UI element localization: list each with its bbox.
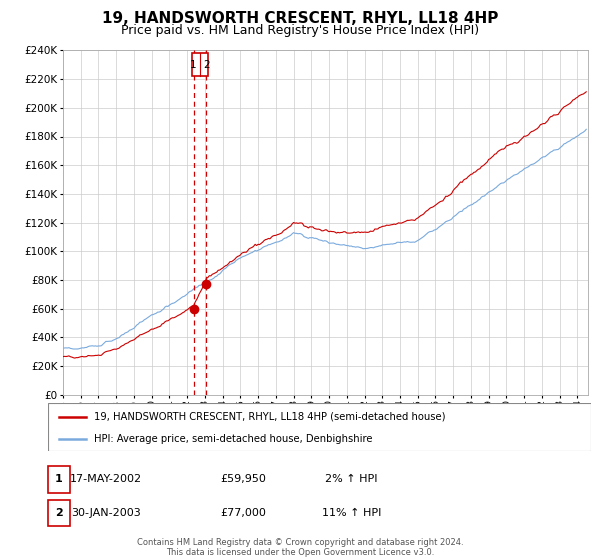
Text: Price paid vs. HM Land Registry's House Price Index (HPI): Price paid vs. HM Land Registry's House … [121, 24, 479, 36]
Text: 2: 2 [203, 60, 210, 70]
Text: 2% ↑ HPI: 2% ↑ HPI [325, 474, 378, 484]
Text: 2: 2 [55, 508, 62, 518]
Text: £77,000: £77,000 [221, 508, 266, 518]
Text: 1: 1 [55, 474, 62, 484]
Text: £59,950: £59,950 [221, 474, 266, 484]
Text: 11% ↑ HPI: 11% ↑ HPI [322, 508, 381, 518]
Text: 1: 1 [190, 60, 197, 70]
Text: This data is licensed under the Open Government Licence v3.0.: This data is licensed under the Open Gov… [166, 548, 434, 557]
Text: 19, HANDSWORTH CRESCENT, RHYL, LL18 4HP (semi-detached house): 19, HANDSWORTH CRESCENT, RHYL, LL18 4HP … [94, 412, 446, 422]
Text: Contains HM Land Registry data © Crown copyright and database right 2024.: Contains HM Land Registry data © Crown c… [137, 538, 463, 547]
Text: HPI: Average price, semi-detached house, Denbighshire: HPI: Average price, semi-detached house,… [94, 434, 373, 444]
Text: 17-MAY-2002: 17-MAY-2002 [70, 474, 142, 484]
Text: 19, HANDSWORTH CRESCENT, RHYL, LL18 4HP: 19, HANDSWORTH CRESCENT, RHYL, LL18 4HP [102, 11, 498, 26]
FancyBboxPatch shape [48, 403, 591, 451]
Text: 30-JAN-2003: 30-JAN-2003 [71, 508, 140, 518]
Bar [191, 53, 208, 76]
